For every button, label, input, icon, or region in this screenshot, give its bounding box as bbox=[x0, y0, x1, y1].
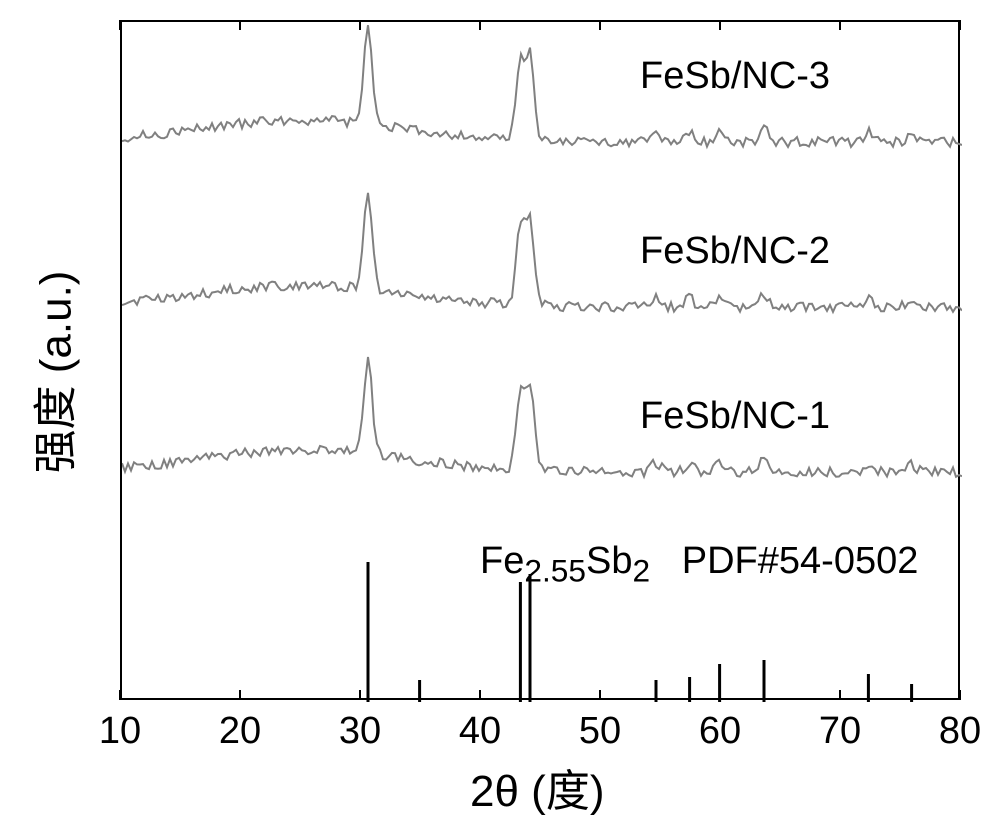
reference-label: Fe2.55Sb2 PDF#54-0502 bbox=[480, 540, 918, 590]
x-tick-label: 20 bbox=[219, 710, 261, 753]
x-tick-mark-top bbox=[359, 20, 361, 30]
xrd-curve bbox=[122, 25, 962, 147]
reference-pdf: PDF#54-0502 bbox=[682, 540, 919, 582]
xrd-chart: 强度 (a.u.) 2θ (度) 10 20 30 40 50 60 70 80 FeSb/N… bbox=[0, 0, 1000, 817]
x-tick-mark-top bbox=[719, 20, 721, 30]
x-tick-mark-top bbox=[119, 20, 121, 30]
x-tick-mark bbox=[119, 690, 121, 700]
x-tick-mark-top bbox=[839, 20, 841, 30]
y-axis-label: 强度 (a.u.) bbox=[19, 271, 83, 474]
x-tick-label: 80 bbox=[939, 710, 981, 753]
x-tick-mark bbox=[959, 690, 961, 700]
x-tick-mark-top bbox=[599, 20, 601, 30]
plot-area bbox=[120, 20, 960, 700]
x-tick-label: 50 bbox=[579, 710, 621, 753]
x-tick-mark bbox=[359, 690, 361, 700]
x-tick-label: 70 bbox=[819, 710, 861, 753]
x-tick-mark bbox=[239, 690, 241, 700]
x-tick-label: 60 bbox=[699, 710, 741, 753]
xrd-curve bbox=[122, 357, 962, 477]
reference-formula: Fe2.55Sb2 bbox=[480, 540, 650, 582]
x-axis-label: 2θ (度) bbox=[470, 755, 604, 819]
xrd-curve bbox=[122, 193, 962, 312]
x-tick-mark-top bbox=[479, 20, 481, 30]
curve-label-1: FeSb/NC-1 bbox=[640, 395, 830, 438]
x-tick-mark bbox=[839, 690, 841, 700]
x-tick-label: 10 bbox=[99, 710, 141, 753]
curve-label-3: FeSb/NC-3 bbox=[640, 55, 830, 98]
plot-svg bbox=[122, 22, 962, 702]
x-tick-mark-top bbox=[959, 20, 961, 30]
x-tick-mark bbox=[479, 690, 481, 700]
curve-label-2: FeSb/NC-2 bbox=[640, 230, 830, 273]
x-tick-mark-top bbox=[239, 20, 241, 30]
x-tick-label: 30 bbox=[339, 710, 381, 753]
x-tick-mark bbox=[719, 690, 721, 700]
x-tick-label: 40 bbox=[459, 710, 501, 753]
x-tick-mark bbox=[599, 690, 601, 700]
